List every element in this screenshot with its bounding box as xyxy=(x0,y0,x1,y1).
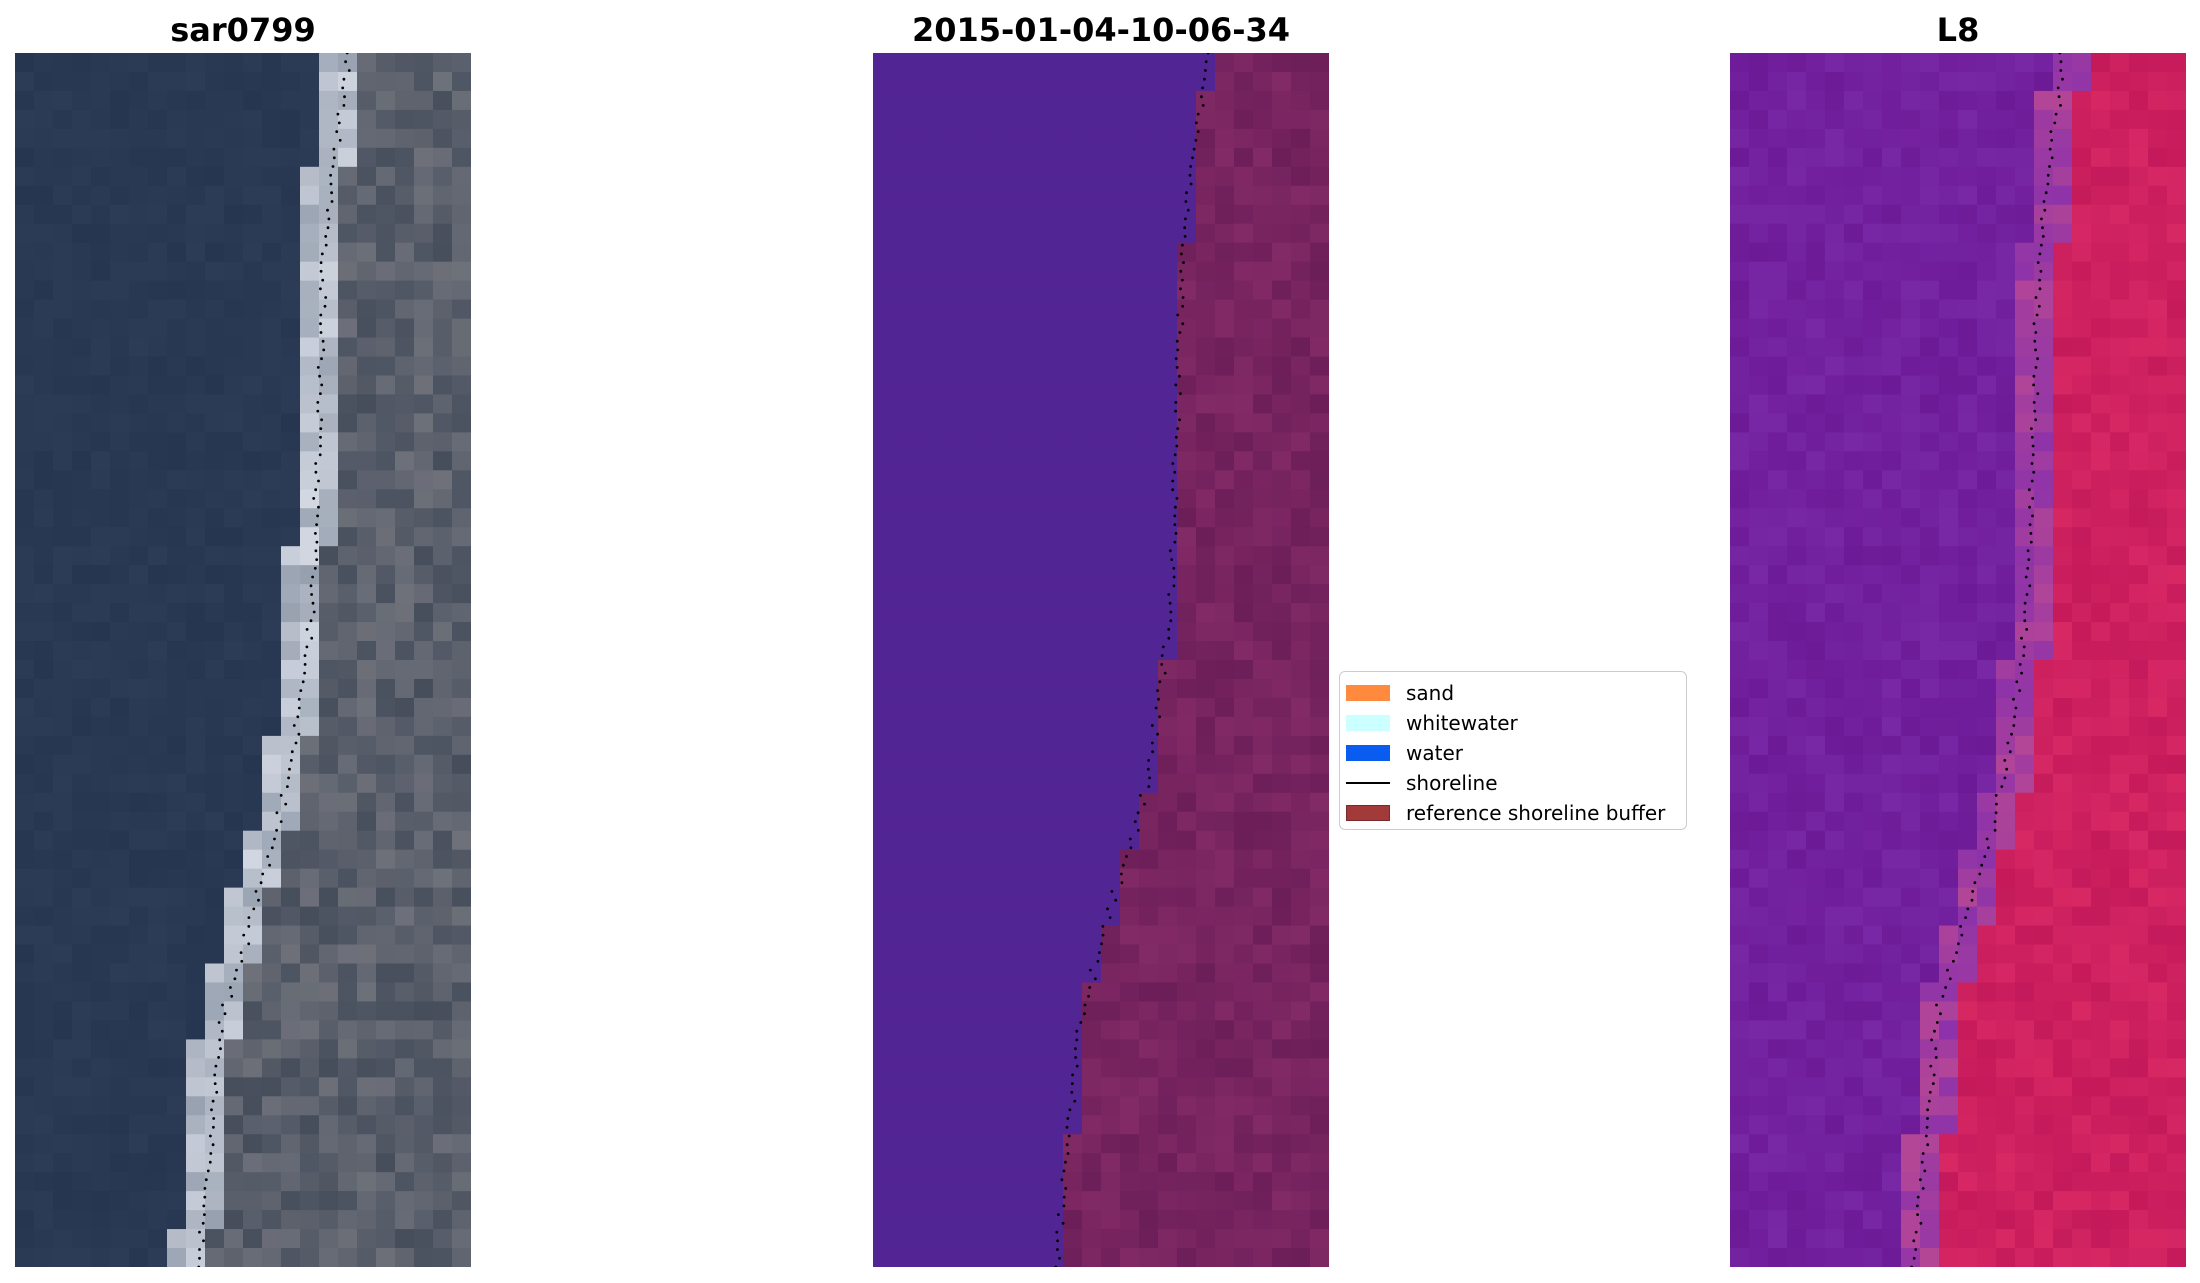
legend-swatch-whitewater xyxy=(1346,715,1390,731)
legend-swatch-reference-buffer xyxy=(1346,805,1390,821)
index-pixels xyxy=(1730,53,2186,1267)
legend-item-sand: sand xyxy=(1346,681,1454,705)
legend-swatch-sand xyxy=(1346,685,1390,701)
panel-title-rgb: sar0799 xyxy=(170,11,316,49)
classified-pixels xyxy=(873,53,1329,1267)
rgb-satellite-image xyxy=(15,53,471,1267)
legend-item-reference-buffer: reference shoreline buffer xyxy=(1346,801,1665,825)
legend-label: sand xyxy=(1406,681,1455,705)
shoreline-points xyxy=(1054,53,1210,1267)
legend-label: water xyxy=(1406,741,1463,765)
legend: sand whitewater water shoreline referenc… xyxy=(1339,671,1687,830)
legend-swatch-water xyxy=(1346,745,1390,761)
legend-item-shoreline: shoreline xyxy=(1346,771,1498,795)
shoreline-points xyxy=(197,53,351,1267)
panel-title-classified: 2015-01-04-10-06-34 xyxy=(911,11,1291,49)
shoreline-points xyxy=(1910,53,2064,1267)
classified-image xyxy=(873,53,1329,1267)
legend-item-whitewater: whitewater xyxy=(1346,711,1518,735)
legend-line-shoreline xyxy=(1346,782,1390,784)
legend-label: reference shoreline buffer xyxy=(1406,801,1666,825)
rgb-pixels xyxy=(15,53,471,1267)
index-image xyxy=(1730,53,2186,1267)
legend-item-water: water xyxy=(1346,741,1463,765)
panel-title-index: L8 xyxy=(1936,11,1980,49)
panel-rgb-image xyxy=(15,53,471,1267)
legend-label: whitewater xyxy=(1406,711,1518,735)
panel-classified-image xyxy=(873,53,1329,1267)
legend-label: shoreline xyxy=(1406,771,1498,795)
panel-index-image xyxy=(1730,53,2186,1267)
